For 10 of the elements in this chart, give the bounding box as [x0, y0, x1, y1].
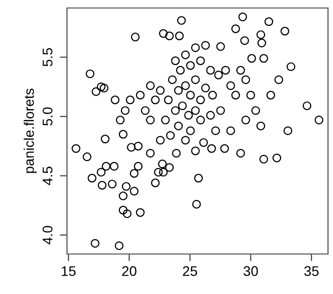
y-tick-label: 5.5 — [42, 48, 52, 66]
y-tick-label: 4.5 — [42, 166, 52, 186]
y-tick-label: 4.0 — [42, 226, 52, 244]
x-tick-label: 25 — [182, 266, 198, 276]
x-tick-label: 15 — [62, 266, 76, 276]
x-tick-label: 35 — [304, 266, 319, 276]
y-axis-title: panicle.florets — [24, 88, 37, 173]
x-tick-label: 30 — [244, 266, 258, 276]
x-tick-label: 20 — [122, 266, 136, 276]
y-tick-label: 5.0 — [42, 107, 52, 126]
